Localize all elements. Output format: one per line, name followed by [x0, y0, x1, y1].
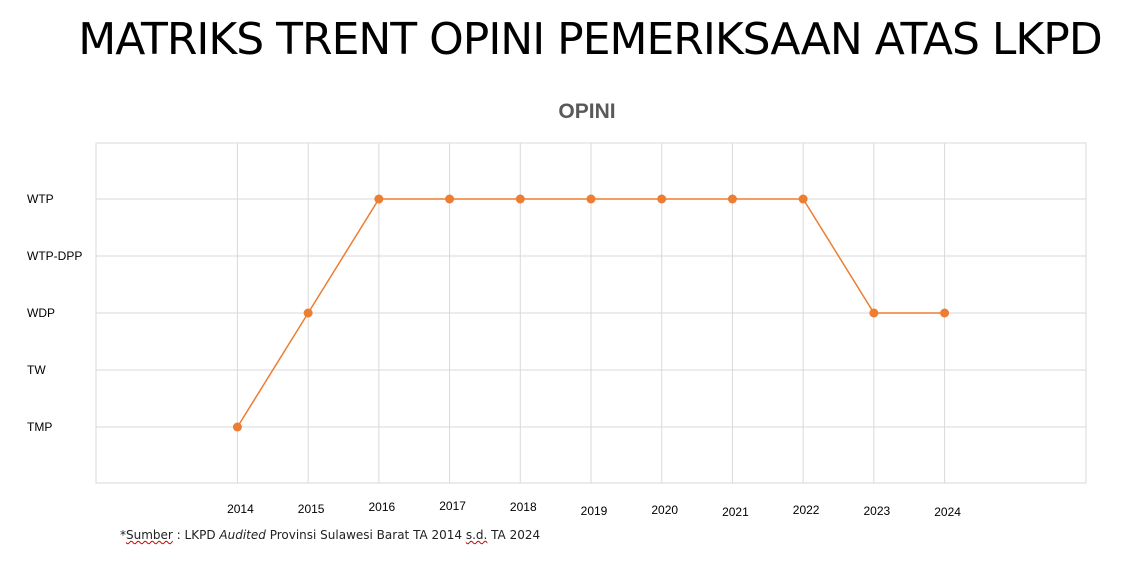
x-tick-label: 2016	[369, 500, 396, 514]
x-tick-label: 2015	[298, 502, 325, 516]
x-tick-label: 2017	[439, 499, 466, 513]
data-point	[303, 308, 313, 318]
x-tick-label: 2019	[581, 504, 608, 518]
data-point	[515, 194, 525, 204]
x-tick-label: 2022	[793, 503, 820, 517]
y-tick-label: TW	[27, 363, 46, 377]
x-tick-label: 2018	[510, 500, 537, 514]
data-point	[445, 194, 455, 204]
data-point	[940, 308, 950, 318]
data-point	[727, 194, 737, 204]
data-point	[586, 194, 596, 204]
x-tick-label: 2014	[227, 502, 254, 516]
x-tick-label: 2020	[651, 503, 678, 517]
x-tick-label: 2021	[722, 505, 749, 519]
y-tick-label: WTP	[27, 192, 54, 206]
data-point	[657, 194, 667, 204]
source-word-sumber: Sumber	[126, 528, 173, 542]
page-title: MATRIKS TRENT OPINI PEMERIKSAAN ATAS LKP…	[78, 14, 1102, 65]
source-separator: : LKPD	[172, 528, 220, 542]
y-tick-label: TMP	[27, 420, 52, 434]
y-tick-label: WDP	[27, 306, 55, 320]
data-point	[232, 422, 242, 432]
x-tick-label: 2024	[934, 505, 961, 519]
source-province-text: Provinsi Sulawesi Barat TA 2014	[265, 528, 466, 542]
source-prefix: *	[120, 528, 126, 542]
source-audited: Audited	[219, 528, 266, 542]
source-end-text: TA 2024	[487, 528, 541, 542]
x-tick-label: 2023	[864, 504, 891, 518]
chart-title: OPINI	[558, 100, 615, 123]
plot-area: TMP TW WDP WTP-DPP WTP 2014 2015 2016 2017 2018 20…	[27, 142, 1087, 519]
data-point	[374, 194, 384, 204]
y-tick-label: WTP-DPP	[27, 249, 82, 263]
source-sd: s.d.	[465, 528, 488, 542]
data-point	[869, 308, 879, 318]
data-point	[798, 194, 808, 204]
source-note: *Sumber : LKPD Audited Provinsi Sulawesi…	[120, 528, 540, 542]
